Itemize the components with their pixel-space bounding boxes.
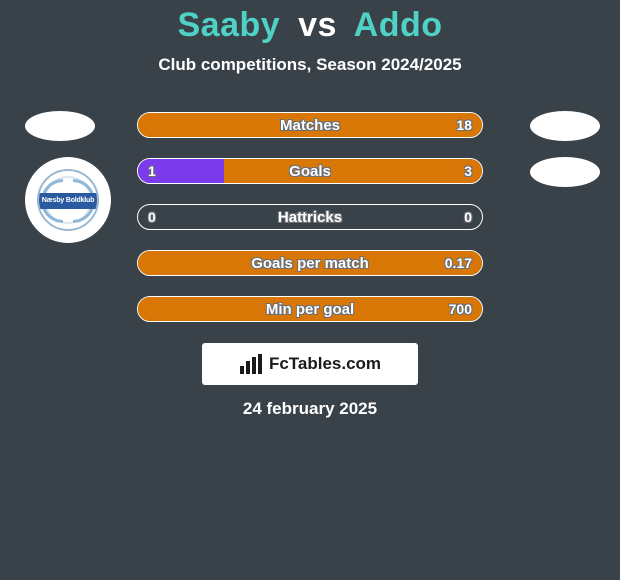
stat-label: Goals per match	[138, 251, 482, 275]
comparison-card: Saaby vs Addo Club competitions, Season …	[0, 0, 620, 580]
stat-label: Goals	[138, 159, 482, 183]
vs-text: vs	[298, 6, 337, 44]
stat-value-left	[138, 297, 158, 321]
brand-box: FcTables.com	[202, 343, 418, 385]
stat-value-left	[138, 251, 158, 275]
page-title: Saaby vs Addo	[0, 6, 620, 45]
stat-bar: Goals per match0.17	[137, 250, 483, 276]
stat-value-right: 3	[454, 159, 482, 183]
stat-label: Hattricks	[138, 205, 482, 229]
player1-name: Saaby	[177, 6, 280, 44]
stat-bar: Goals1 3	[137, 158, 483, 184]
date-line: 24 february 2025	[0, 399, 620, 419]
stat-value-right: 18	[446, 113, 482, 137]
stat-row: Matches18	[0, 103, 620, 149]
stat-bar: Hattricks0 0	[137, 204, 483, 230]
stat-row: Goals per match0.17	[0, 241, 620, 287]
stats-container: Næsby Boldklub Matches18Goals13Hattricks…	[0, 103, 620, 333]
stat-value-left: 0	[138, 205, 166, 229]
stat-value-right: 0.17	[435, 251, 482, 275]
stat-value-left: 1	[138, 159, 166, 183]
stat-value-right: 700	[439, 297, 482, 321]
brand-bars-icon	[239, 354, 263, 374]
stat-value-right: 0	[454, 205, 482, 229]
stat-bar: Matches18	[137, 112, 483, 138]
stat-row: Min per goal700	[0, 287, 620, 333]
brand-text: FcTables.com	[269, 354, 381, 374]
stat-row: Hattricks0 0	[0, 195, 620, 241]
stat-bar: Min per goal700	[137, 296, 483, 322]
stat-label: Min per goal	[138, 297, 482, 321]
stat-value-left	[138, 113, 158, 137]
player2-name: Addo	[354, 6, 443, 44]
stat-label: Matches	[138, 113, 482, 137]
subtitle: Club competitions, Season 2024/2025	[0, 55, 620, 75]
stat-row: Goals1 3	[0, 149, 620, 195]
